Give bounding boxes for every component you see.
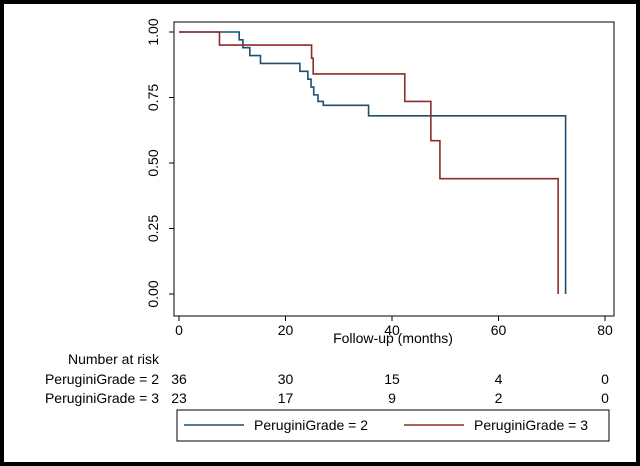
risk-value: 15 — [384, 371, 400, 387]
y-tick-label: 0.50 — [145, 149, 161, 176]
survival-chart: 0 20 40 60 800.000.250.500.751.00 Follow-up … — [45, 18, 615, 442]
risk-table-title: Number at risk — [68, 351, 160, 367]
x-tick-label: 0 — [175, 322, 183, 338]
legend-box — [176, 409, 610, 442]
risk-value: 36 — [171, 371, 187, 387]
km-curve-series-1 — [179, 31, 567, 294]
legend: PeruginiGrade = 2 PeruginiGrade = 3 — [176, 409, 610, 442]
y-tick-label: 0.25 — [145, 215, 161, 242]
risk-value: 0 — [601, 390, 609, 406]
series-group — [179, 31, 567, 294]
risk-value: 30 — [278, 371, 294, 387]
y-tick-label: 1.00 — [145, 18, 161, 45]
risk-value: 2 — [495, 390, 503, 406]
km-curve-series-2 — [179, 31, 559, 294]
y-tick-label: 0.00 — [145, 280, 161, 307]
risk-row-label: PeruginiGrade = 3 — [45, 390, 159, 406]
axes: 0 20 40 60 80 0.00 0.25 0.50 0.75 1.00 — [145, 18, 613, 338]
plot-area — [173, 21, 615, 317]
x-tick-label: 80 — [597, 322, 613, 338]
figure-canvas: 0 20 40 60 80 0.00 0.25 0.50 0.75 1.00 Follow-up … — [4, 4, 636, 462]
y-tick-label: 0.75 — [145, 84, 161, 111]
legend-label: PeruginiGrade = 2 — [254, 417, 368, 433]
risk-row-label: PeruginiGrade = 2 — [45, 371, 159, 387]
x-axis-label: Follow-up (months) — [333, 330, 453, 346]
risk-value: 17 — [278, 390, 294, 406]
risk-value: 9 — [388, 390, 396, 406]
legend-label: PeruginiGrade = 3 — [474, 417, 588, 433]
risk-value: 0 — [601, 371, 609, 387]
risk-table: Number at risk PeruginiGrade = 2 36 30 15 4 0… — [45, 351, 609, 406]
risk-value: 23 — [171, 390, 187, 406]
x-tick-label: 20 — [278, 322, 294, 338]
x-tick-label: 40 — [384, 322, 400, 338]
risk-value: 4 — [495, 371, 503, 387]
x-tick-label: 60 — [491, 322, 507, 338]
